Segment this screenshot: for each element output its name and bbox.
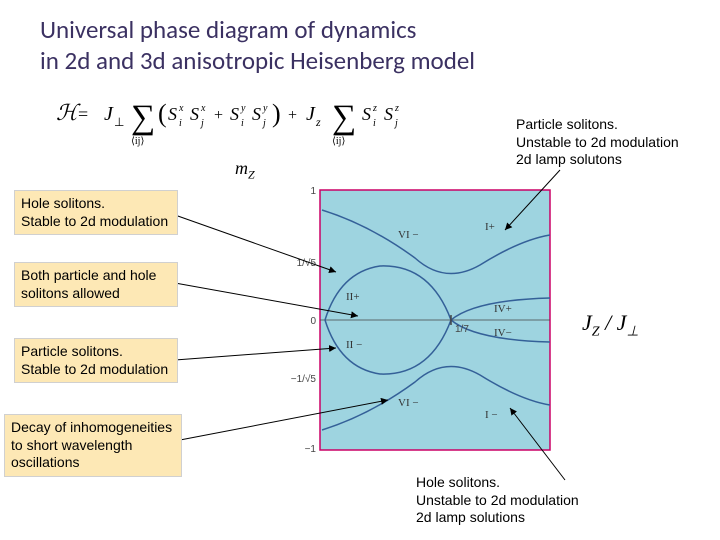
svg-text:J: J — [306, 103, 316, 125]
svg-text:=: = — [78, 104, 88, 124]
svg-text:VI −: VI − — [398, 397, 419, 409]
svg-text:I+: I+ — [485, 221, 495, 233]
svg-text:IV−: IV− — [494, 327, 512, 339]
callout-text: Particle solitons. Stable to 2d modulati… — [21, 343, 168, 377]
svg-text:): ) — [272, 99, 281, 128]
svg-text:i: i — [373, 118, 376, 129]
callout-text: Particle solitons. Unstable to 2d modula… — [516, 116, 679, 167]
callout-text: Decay of inhomogeneities to short wavele… — [11, 419, 172, 470]
svg-text:S: S — [168, 104, 177, 124]
svg-text:j: j — [261, 118, 266, 129]
svg-text:S: S — [252, 104, 261, 124]
svg-text:1: 1 — [310, 186, 316, 197]
svg-text:S: S — [362, 104, 371, 124]
svg-text:VI −: VI − — [398, 229, 419, 241]
svg-text:IV+: IV+ — [494, 303, 512, 315]
callout-left-3: Particle solitons. Stable to 2d modulati… — [14, 338, 178, 383]
slide-title: Universal phase diagram of dynamics in 2… — [40, 14, 475, 77]
svg-text:0: 0 — [310, 316, 316, 327]
y-axis-label: mZ — [235, 158, 255, 183]
callout-bottom-right: Hole solitons. Unstable to 2d modulation… — [410, 470, 640, 531]
svg-text:x: x — [178, 103, 184, 114]
svg-text:(: ( — [158, 99, 167, 128]
svg-text:y: y — [262, 103, 268, 114]
svg-text:∑: ∑ — [332, 99, 356, 136]
callout-top-right: Particle solitons. Unstable to 2d modula… — [510, 112, 720, 173]
x-axis-label: JZ / J⊥ — [582, 310, 639, 340]
svg-text:j: j — [199, 118, 204, 129]
callout-left-2: Both particle and hole solitons allowed — [14, 262, 178, 307]
title-line-2: in 2d and 3d anisotropic Heisenberg mode… — [40, 45, 475, 76]
svg-text:J: J — [104, 103, 114, 125]
svg-text:II+: II+ — [346, 291, 360, 303]
svg-text:1/7: 1/7 — [455, 324, 469, 335]
svg-text:z: z — [315, 115, 321, 129]
callout-text: Hole solitons. Stable to 2d modulation — [21, 195, 168, 229]
callout-text: Both particle and hole solitons allowed — [21, 267, 156, 301]
svg-text:∑: ∑ — [131, 99, 155, 136]
svg-text:S: S — [384, 104, 393, 124]
svg-text:S: S — [230, 104, 239, 124]
svg-text:i: i — [179, 118, 182, 129]
svg-text:−1: −1 — [305, 444, 317, 455]
svg-text:j: j — [393, 118, 398, 129]
callout-left-1: Hole solitons. Stable to 2d modulation — [14, 190, 178, 235]
svg-text:+: + — [214, 107, 223, 124]
svg-text:II −: II − — [346, 339, 362, 351]
svg-text:⟨ij⟩: ⟨ij⟩ — [131, 136, 144, 147]
svg-text:I −: I − — [485, 409, 498, 421]
svg-text:−1/√5: −1/√5 — [291, 373, 317, 385]
svg-text:i: i — [241, 118, 244, 129]
hamiltonian-equation: ℋ = J ⊥ ∑ ⟨ij⟩ ( S x i S x j + S y i S y… — [56, 90, 486, 148]
svg-text:⊥: ⊥ — [114, 115, 124, 129]
svg-text:S: S — [190, 104, 199, 124]
svg-text:+: + — [288, 107, 297, 124]
svg-text:z: z — [394, 103, 399, 114]
title-line-1: Universal phase diagram of dynamics — [40, 14, 416, 45]
callout-text: Hole solitons. Unstable to 2d modulation… — [416, 474, 579, 525]
svg-text:z: z — [372, 103, 377, 114]
svg-text:y: y — [240, 103, 246, 114]
svg-text:x: x — [200, 103, 206, 114]
svg-text:1/√5: 1/√5 — [297, 257, 317, 269]
svg-text:⟨ij⟩: ⟨ij⟩ — [332, 136, 345, 147]
callout-left-4: Decay of inhomogeneities to short wavele… — [4, 414, 182, 477]
phase-diagram-chart: 1 1/√5 0 −1/√5 −1 1/7 I+ I − II+ II − IV… — [280, 180, 560, 460]
